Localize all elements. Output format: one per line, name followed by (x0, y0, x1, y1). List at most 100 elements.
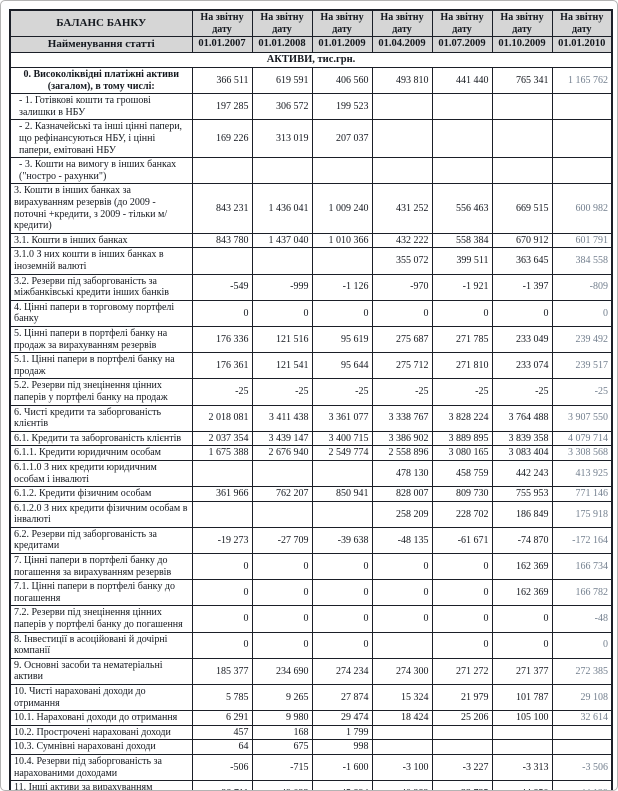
table-row: 6.1. Кредити та заборгованість клієнтів 2… (9, 430, 613, 447)
value-cell: 0 (191, 605, 253, 633)
value-cell: 1 799 (311, 724, 373, 741)
value-cell: 0 (431, 605, 493, 633)
value-cell: 175 918 (551, 500, 613, 528)
value-cell: 675 (251, 739, 313, 755)
report-date-caption: На звітну дату (551, 9, 613, 38)
report-date-caption: На звітну дату (371, 9, 433, 38)
table-row: 10.1. Нараховані доходи до отримання 6 29… (9, 710, 613, 726)
value-cell: 0 (311, 553, 373, 581)
value-cell (551, 93, 613, 121)
value-cell: 0 (191, 631, 253, 659)
value-cell: 478 130 (371, 459, 433, 488)
value-cell: 0 (371, 579, 433, 607)
report-date-value: 01.10.2009 (491, 36, 553, 53)
value-cell (371, 93, 433, 121)
report-date-value: 01.07.2009 (431, 36, 493, 53)
value-cell (551, 724, 613, 741)
value-cell: 271 377 (491, 657, 553, 686)
row-label: 10.4. Резерви під заборгованість за нара… (9, 753, 193, 782)
value-cell: 0 (191, 299, 253, 327)
value-cell: 670 912 (491, 232, 553, 249)
value-cell (491, 157, 553, 185)
value-cell: -3 100 (371, 753, 433, 782)
table-row: 7.2. Резерви під знецінення цінних папер… (9, 605, 613, 633)
value-cell: 361 966 (191, 486, 253, 502)
row-label: 6.2. Резерви під заборгованість за креди… (9, 526, 193, 555)
value-cell: 258 209 (371, 500, 433, 528)
value-cell: 431 252 (371, 183, 433, 234)
value-cell: 558 384 (431, 232, 493, 249)
value-cell: 3 439 147 (251, 430, 313, 447)
value-cell: 0 (191, 553, 253, 581)
table-row: - 2. Казначейські та інші цінні папери, … (9, 119, 613, 159)
value-cell: 239 492 (551, 325, 613, 354)
table-row: 6.1.1. Кредити юридичним особам 1 675 388… (9, 445, 613, 461)
value-cell: 601 791 (551, 232, 613, 249)
value-cell: -1 600 (311, 753, 373, 782)
value-cell: -25 (311, 378, 373, 406)
value-cell: 271 785 (431, 325, 493, 354)
section-header: АКТИВИ, тис.грн. (9, 51, 613, 69)
value-cell: 771 146 (551, 486, 613, 502)
value-cell: 2 558 896 (371, 445, 433, 461)
value-cell: 0 (371, 299, 433, 327)
value-cell: 29 108 (551, 684, 613, 712)
value-cell: -1 397 (491, 273, 553, 301)
value-cell (551, 739, 613, 755)
value-cell: 765 341 (491, 67, 553, 95)
table-row: 5.1. Цінні папери в портфелі банку на пр… (9, 352, 613, 380)
value-cell: 3 308 568 (551, 445, 613, 461)
value-cell: 0 (371, 553, 433, 581)
value-cell: 3 764 488 (491, 404, 553, 432)
value-cell (431, 119, 493, 159)
row-label: 8. Інвестиції в асоційовані й дочірні ко… (9, 631, 193, 659)
row-label: 7. Цінні папери в портфелі банку до пога… (9, 553, 193, 581)
value-cell: 15 324 (371, 684, 433, 712)
report-date-value: 01.01.2008 (251, 36, 313, 53)
value-cell: 197 285 (191, 93, 253, 121)
value-cell: 413 925 (551, 459, 613, 488)
table-row: 7. Цінні папери в портфелі банку до пога… (9, 553, 613, 581)
row-label: 10. Чисті нараховані доходи до отримання (9, 684, 193, 712)
value-cell: 3 889 895 (431, 430, 493, 447)
value-cell (491, 724, 553, 741)
value-cell (551, 119, 613, 159)
value-cell: 3 411 438 (251, 404, 313, 432)
section-row: АКТИВИ, тис.грн. (9, 51, 613, 69)
value-cell: 1 010 366 (311, 232, 373, 249)
table-row: 5. Цінні папери в портфелі банку на прод… (9, 325, 613, 354)
value-cell (191, 247, 253, 275)
value-cell: 0 (251, 605, 313, 633)
value-cell: 3 907 550 (551, 404, 613, 432)
value-cell: -25 (551, 378, 613, 406)
value-cell (371, 724, 433, 741)
value-cell: 406 560 (311, 67, 373, 95)
report-date-caption: На звітну дату (251, 9, 313, 38)
value-cell: 0 (551, 631, 613, 659)
value-cell (491, 119, 553, 159)
value-cell (431, 93, 493, 121)
table-row: - 1. Готівкові кошти та грошові залишки … (9, 93, 613, 121)
value-cell: 3 338 767 (371, 404, 433, 432)
value-cell: 228 702 (431, 500, 493, 528)
table-row: 10.2. Прострочені нараховані доходи 457 16… (9, 724, 613, 741)
value-cell: 271 810 (431, 352, 493, 380)
value-cell: 432 222 (371, 232, 433, 249)
value-cell: 399 511 (431, 247, 493, 275)
value-cell: -999 (251, 273, 313, 301)
table-row: 6. Чисті кредити та заборгованість клієн… (9, 404, 613, 432)
table-row: 10.4. Резерви під заборгованість за нара… (9, 753, 613, 782)
value-cell: 95 644 (311, 352, 373, 380)
value-cell: -19 273 (191, 526, 253, 555)
value-cell: -1 921 (431, 273, 493, 301)
value-cell (431, 739, 493, 755)
value-cell: 0 (311, 631, 373, 659)
value-cell: 0 (551, 299, 613, 327)
value-cell: 0 (251, 553, 313, 581)
row-label: 7.1. Цінні папери в портфелі банку до по… (9, 579, 193, 607)
value-cell: -27 709 (251, 526, 313, 555)
value-cell: 3 080 165 (431, 445, 493, 461)
value-cell: 49 023 (251, 780, 313, 790)
row-label: 6.1.1.0 З них кредити юридичним особам і… (9, 459, 193, 488)
